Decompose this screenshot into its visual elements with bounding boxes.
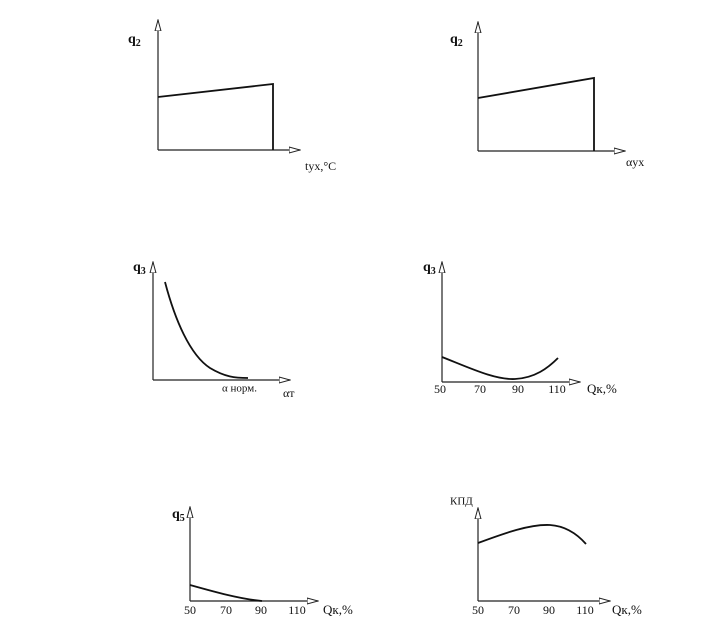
curve — [189, 584, 263, 602]
curve — [441, 356, 559, 380]
x-label: tух,°C — [305, 159, 336, 173]
x-label: α норм. — [222, 383, 257, 395]
x-tick-label: 110 — [548, 382, 566, 396]
plot-q3-Q: q3 50 70 90 110 Qк,% — [423, 260, 617, 396]
x-label: Qк,% — [612, 602, 642, 617]
x-label: αт — [283, 386, 295, 400]
curve — [157, 82, 274, 150]
y-label: q2 — [450, 32, 463, 49]
y-label: q3 — [423, 260, 436, 277]
x-label: Qк,% — [587, 381, 617, 396]
y-label: q2 — [128, 32, 141, 49]
y-label: q5 — [172, 507, 185, 524]
y-label: КПД — [450, 496, 473, 508]
x-tick-label: 110 — [288, 603, 306, 617]
plot-q2-alpha: q2 αух — [450, 22, 644, 169]
plot-q3-alpha: q3 α норм. αт — [133, 260, 295, 400]
x-tick-label: 90 — [543, 603, 555, 617]
x-tick-label: 70 — [220, 603, 232, 617]
x-tick-label: 110 — [576, 603, 594, 617]
x-label: αух — [626, 155, 644, 169]
x-tick-label: 50 — [472, 603, 484, 617]
x-tick-label: 70 — [474, 382, 486, 396]
x-label: Qк,% — [323, 602, 353, 617]
curve — [164, 281, 249, 379]
x-tick-label: 50 — [434, 382, 446, 396]
curve — [477, 76, 595, 151]
plot-q5-Q: q5 50 70 90 110 Qк,% — [172, 507, 353, 617]
x-tick-label: 90 — [512, 382, 524, 396]
y-label: q3 — [133, 260, 146, 277]
plot-q2-t: q2 tух,°C — [128, 20, 336, 173]
x-tick-label: 90 — [255, 603, 267, 617]
plot-efficiency-Q: КПД 50 70 90 110 Qк,% — [450, 496, 642, 617]
x-tick-label: 70 — [508, 603, 520, 617]
x-tick-label: 50 — [184, 603, 196, 617]
curve — [477, 524, 587, 545]
